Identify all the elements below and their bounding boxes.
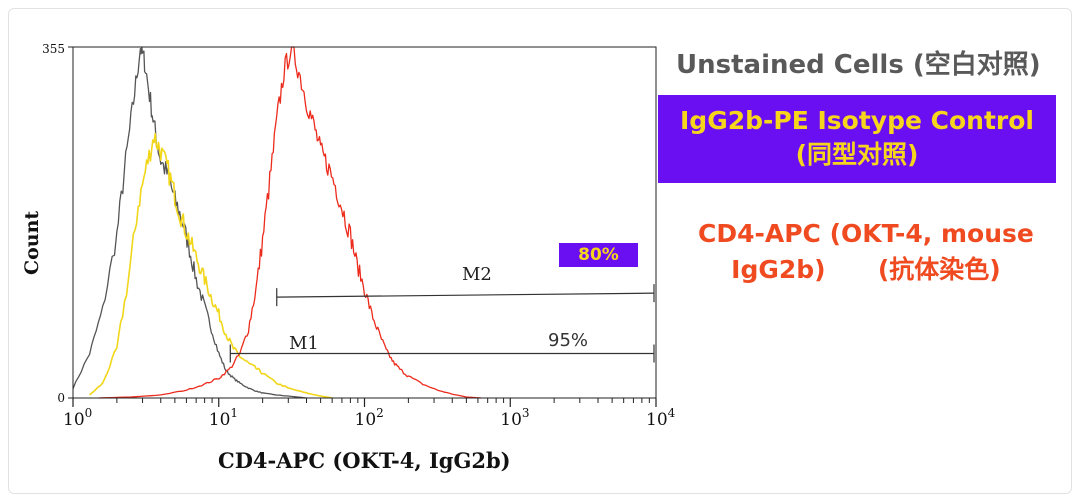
- x-tick-exponent: 4: [668, 406, 676, 420]
- x-tick-exponent: 0: [85, 406, 93, 420]
- series-line-3: [98, 46, 482, 399]
- x-axis-label: CD4-APC (OKT-4, IgG2b): [218, 448, 511, 473]
- legend-isotype-line1: IgG2b-PE Isotype Control: [680, 106, 1034, 135]
- series-line-2: [89, 132, 333, 399]
- legend-unstained: Unstained Cells (空白对照): [676, 50, 1041, 80]
- y-tick-label: 0: [57, 391, 65, 405]
- legend-cd4-line1: CD4-APC (OKT-4, mouse: [698, 219, 1034, 248]
- marker-m2-line: [276, 292, 655, 298]
- marker-layer: [229, 284, 655, 363]
- m2-percent-badge: 80%: [559, 243, 638, 267]
- y-tick-label: 355: [42, 42, 65, 56]
- image-frame: [8, 8, 1072, 494]
- legend-isotype: IgG2b-PE Isotype Control (同型对照): [658, 95, 1056, 183]
- x-tick-exponent: 1: [230, 406, 238, 420]
- m1-percent-label: 95%: [548, 330, 589, 351]
- marker-m1-label: M1: [289, 333, 319, 354]
- x-tick-label: 101: [209, 406, 238, 430]
- marker-m2-label: M2: [462, 264, 492, 285]
- legend-isotype-line2: (同型对照): [795, 140, 919, 169]
- x-tick-label: 103: [500, 406, 529, 430]
- series-line-1: [72, 46, 307, 399]
- legend-cd4: CD4-APC (OKT-4, mouse IgG2b) (抗体染色): [698, 216, 1034, 288]
- x-tick-label: 102: [355, 406, 384, 430]
- series-layer: [72, 46, 482, 399]
- x-tick-label: 100: [63, 406, 92, 430]
- x-tick-exponent: 2: [376, 406, 384, 420]
- legend-cd4-line2: IgG2b) (抗体染色): [731, 255, 1001, 284]
- x-tick-label: 104: [646, 406, 676, 430]
- y-axis-label: Count: [21, 210, 43, 275]
- x-tick-exponent: 3: [522, 406, 530, 420]
